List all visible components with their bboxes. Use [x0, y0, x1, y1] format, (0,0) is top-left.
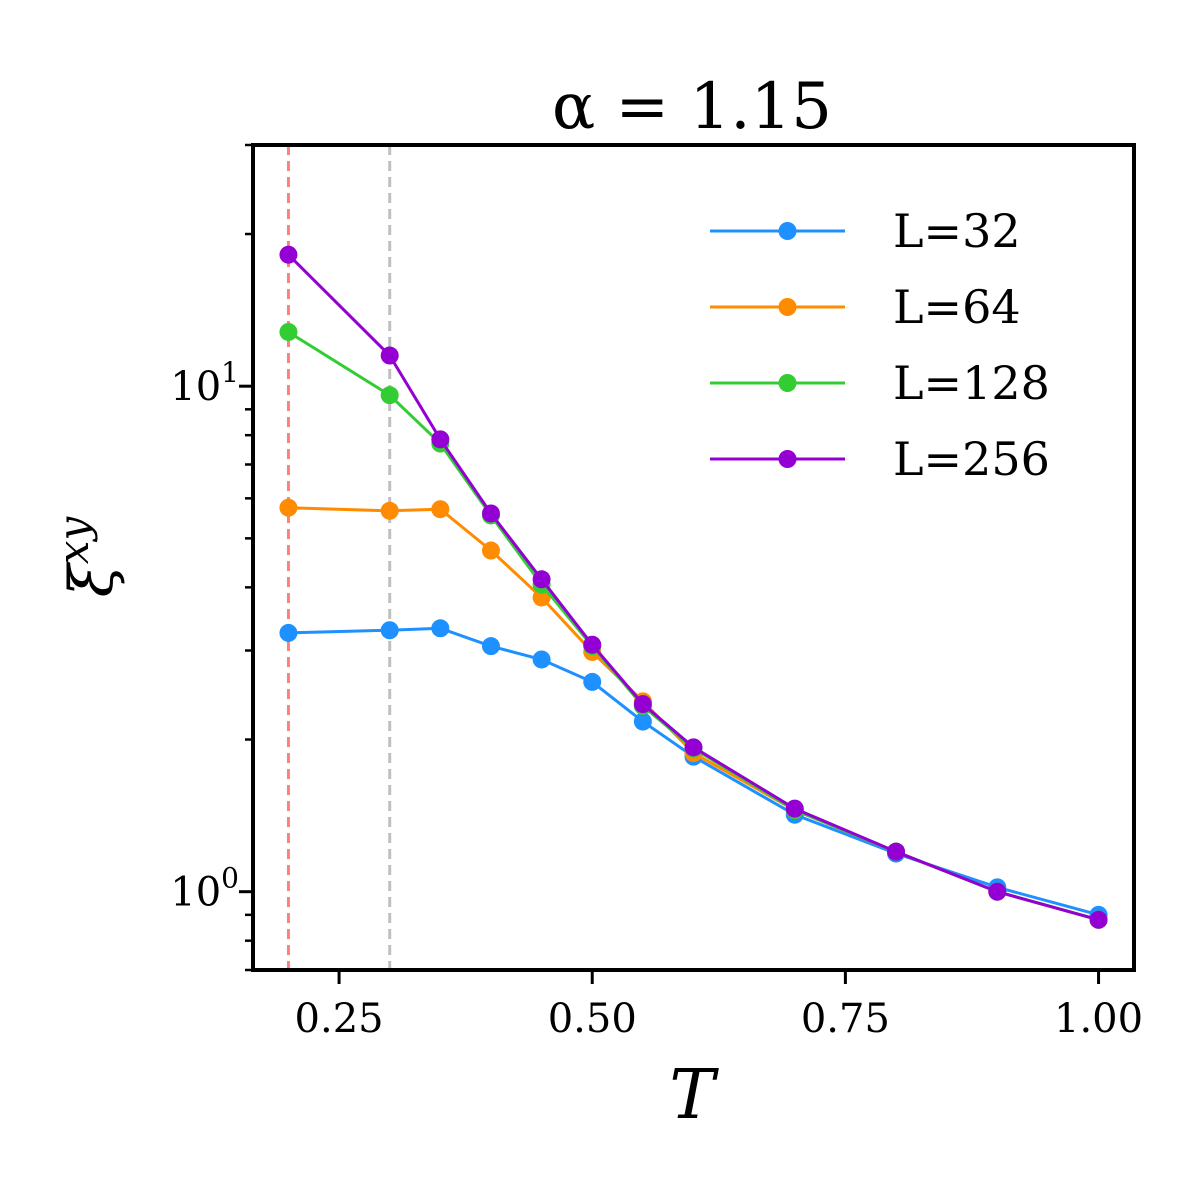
- legend-item: L=256: [710, 432, 1050, 486]
- y-axis-label-main: ξ: [57, 561, 127, 597]
- data-point: [583, 635, 602, 654]
- legend-marker: [778, 298, 797, 316]
- x-axis: 0.25 0.50 0.75 1.00: [295, 970, 1143, 1042]
- data-point: [887, 842, 906, 861]
- legend: L=32 L=64 L=128 L=256: [710, 204, 1050, 486]
- series-line: [288, 506, 1100, 922]
- legend-item: L=128: [710, 356, 1050, 410]
- y-axis-label: ξxy: [49, 516, 127, 598]
- x-axis-label: T: [669, 1056, 719, 1135]
- x-tick-label: 0.25: [295, 996, 384, 1042]
- legend-item: L=64: [710, 280, 1021, 334]
- data-point: [532, 570, 551, 589]
- data-point: [279, 623, 298, 642]
- data-point: [431, 619, 450, 638]
- data-point: [532, 588, 551, 607]
- data-point: [633, 712, 652, 731]
- legend-label: L=32: [893, 204, 1021, 258]
- chart-title: α = 1.15: [552, 70, 832, 144]
- data-point: [1089, 910, 1108, 929]
- data-point: [532, 650, 551, 669]
- y-axis-label-superscript: xy: [49, 516, 98, 565]
- series-line: [288, 626, 1099, 917]
- x-tick-label: 0.50: [548, 996, 637, 1042]
- svg-text:ξxy: ξxy: [49, 516, 127, 598]
- x-tick-label: 1.00: [1054, 996, 1143, 1042]
- legend-marker: [778, 374, 797, 392]
- data-point: [279, 245, 298, 264]
- data-point: [380, 346, 399, 365]
- legend-item: L=32: [710, 204, 1021, 258]
- data-point: [380, 501, 399, 520]
- series-line: [287, 253, 1100, 922]
- data-point: [431, 430, 450, 449]
- data-point: [785, 799, 804, 818]
- data-point: [988, 882, 1007, 901]
- y-tick-label-exponent: 0: [221, 862, 239, 895]
- series-l-256: [279, 245, 1108, 929]
- series-l-64: [279, 498, 1108, 929]
- data-point: [431, 500, 450, 519]
- data-point: [583, 672, 602, 691]
- series-l-128: [279, 322, 1108, 929]
- data-point: [380, 621, 399, 640]
- plot-frame: [251, 143, 1136, 972]
- legend-label: L=128: [893, 356, 1050, 410]
- data-point: [633, 695, 652, 714]
- legend-marker: [778, 450, 797, 468]
- x-tick-label: 0.75: [801, 996, 890, 1042]
- legend-label: L=256: [893, 432, 1050, 486]
- data-point: [684, 738, 703, 757]
- y-tick-label: 100: [170, 862, 239, 916]
- y-tick-label: 101: [170, 356, 239, 410]
- data-point: [481, 541, 500, 560]
- data-point: [481, 504, 500, 523]
- y-tick-label-exponent: 1: [221, 356, 239, 389]
- data-point: [279, 498, 298, 517]
- data-point: [481, 637, 500, 656]
- y-tick-label-base: 10: [170, 364, 221, 410]
- data-point: [380, 386, 399, 405]
- series-line: [287, 330, 1100, 922]
- series-l-32: [279, 619, 1108, 924]
- reference-lines: [286, 145, 392, 970]
- y-tick-label-base: 10: [170, 870, 221, 916]
- legend-label: L=64: [893, 280, 1021, 334]
- legend-marker: [778, 222, 797, 240]
- data-point: [279, 322, 298, 341]
- series-layer: [279, 245, 1108, 929]
